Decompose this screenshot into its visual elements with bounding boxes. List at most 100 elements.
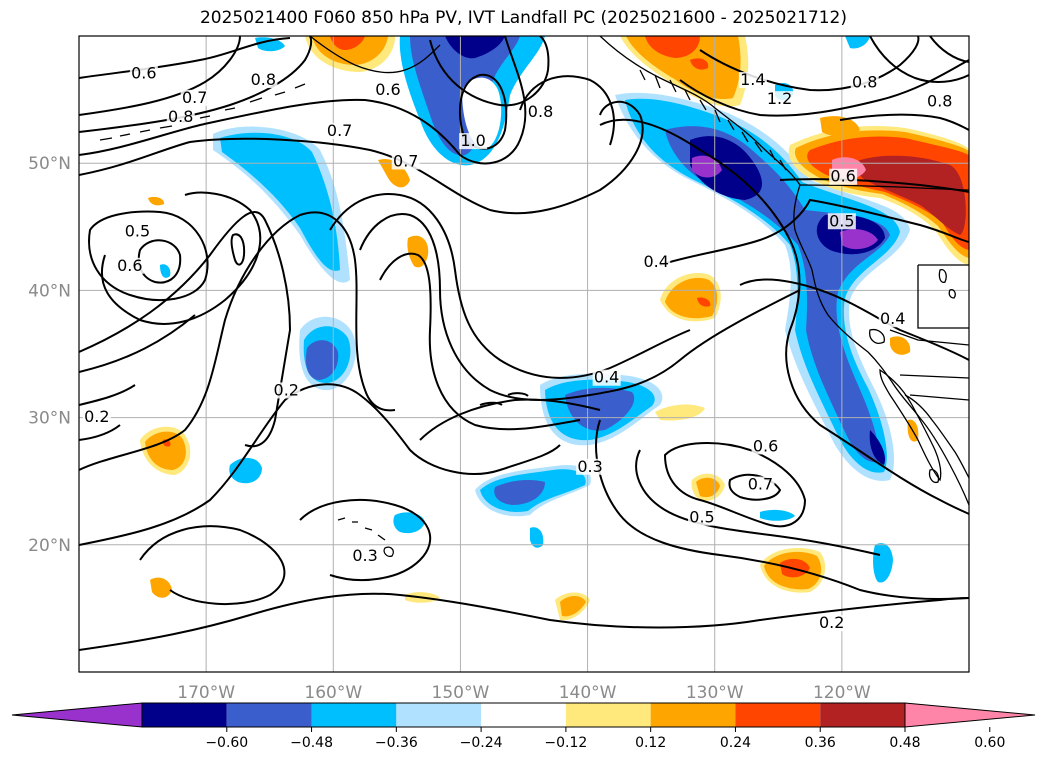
colorbar-swatch <box>226 703 312 727</box>
contour-label-background <box>827 213 856 230</box>
colorbar-swatch <box>735 703 821 727</box>
contour-label-background <box>738 72 767 89</box>
contour-label-background <box>642 253 671 270</box>
contour-label: 0.5 <box>689 508 714 527</box>
contour-label-background <box>391 153 420 170</box>
negative-anomaly-region <box>229 457 262 484</box>
contour-label: 0.2 <box>819 613 844 632</box>
colorbar-swatch <box>311 703 397 727</box>
contour-label-background <box>688 509 716 526</box>
pv-contour-line <box>595 419 969 601</box>
contour-label: 0.6 <box>753 436 778 455</box>
contour-label: 1.4 <box>740 70 765 89</box>
pv-contour-line <box>635 449 881 556</box>
contour-label: 0.6 <box>117 256 142 275</box>
colorbar: −0.60 −0.48 −0.36 −0.24 −0.12 0.12 0.24 0.36 0.4… <box>11 702 1036 751</box>
pv-contour-line <box>100 191 262 325</box>
pv-contour-line <box>299 499 432 581</box>
contour-label: 0.8 <box>927 92 952 111</box>
colorbar-swatch <box>396 703 482 727</box>
contour-label-background <box>325 122 354 139</box>
positive-anomaly-region <box>855 155 966 235</box>
pv-contour-line <box>79 100 644 215</box>
lon-tick-label: 170°W <box>177 683 235 703</box>
contour-label-background <box>829 168 858 185</box>
pv-contour-line <box>419 398 601 441</box>
lon-tick-label: 130°W <box>686 683 744 703</box>
pv-contour-line <box>599 118 969 515</box>
pv-contour-line <box>79 592 969 651</box>
colorbar-extend-min <box>11 702 143 728</box>
graticule <box>79 36 969 672</box>
contour-label: 0.2 <box>84 407 109 426</box>
contour-label-background <box>249 72 278 89</box>
positive-anomaly-region <box>697 297 711 307</box>
pv-contour-line <box>728 473 782 501</box>
pv-contour-line <box>79 36 241 116</box>
contour-label-background <box>765 91 794 108</box>
pv-contour-line <box>659 198 969 266</box>
contour-label-background <box>373 82 402 99</box>
colorbar-swatch <box>565 703 651 727</box>
negative-anomaly-region <box>665 126 890 463</box>
lat-tick-label: 40°N <box>28 281 71 301</box>
contour-label-background <box>592 369 621 386</box>
contour-label: 0.6 <box>830 167 855 186</box>
pv-contour-line <box>79 383 561 546</box>
contour-label-background <box>526 103 555 120</box>
contour-label: 0.8 <box>168 107 193 126</box>
pv-contour-line <box>869 36 969 83</box>
positive-anomaly-region <box>696 477 720 498</box>
colorbar-outline <box>141 702 906 728</box>
pv-contour-line <box>79 36 313 133</box>
contour-label: 0.3 <box>577 457 602 476</box>
contour-label-background <box>925 93 954 110</box>
lon-tick-label: 140°W <box>559 683 617 703</box>
colorbar-tick-label: −0.24 <box>460 735 503 751</box>
contour-label: 0.2 <box>274 380 299 399</box>
colorbar-tick-label: 0.12 <box>635 735 666 751</box>
hawaii-islands <box>337 517 394 558</box>
contour-label: 0.5 <box>125 221 150 240</box>
colorbar-tick-label: 0.60 <box>974 735 1005 751</box>
contour-label-background <box>746 476 775 493</box>
negative-anomaly-region <box>873 543 893 583</box>
lat-tick-label: 20°N <box>28 536 71 556</box>
pv-contour-line <box>379 252 581 431</box>
north-america-coastline <box>599 36 969 506</box>
contour-label: 0.4 <box>594 368 619 387</box>
negative-anomaly-region <box>692 155 878 250</box>
contour-label-background <box>351 547 380 564</box>
contour-label-background <box>459 133 488 150</box>
contour-label: 0.3 <box>352 546 377 565</box>
contour-label: 0.7 <box>327 121 352 140</box>
positive-anomaly-region <box>330 36 365 50</box>
negative-anomaly-region <box>305 340 339 380</box>
lon-tick-label: 120°W <box>813 683 871 703</box>
colorbar-tick-label: −0.36 <box>375 735 418 751</box>
contour-label: 0.7 <box>182 88 207 107</box>
contour-label-background <box>82 409 111 426</box>
negative-anomaly-region <box>494 479 545 505</box>
contour-label: 1.0 <box>460 131 485 150</box>
pv-contour-line <box>139 525 286 605</box>
colorbar-tick-label: 0.24 <box>720 735 751 751</box>
negative-anomaly-region <box>220 132 340 271</box>
pv-contour-line <box>663 442 807 528</box>
pv-contour-line <box>329 193 691 379</box>
positive-anomaly-region <box>665 277 718 319</box>
map-axes: 170°W 160°W 150°W 140°W 130°W 120°W 20°N 30°N 40… <box>28 154 871 703</box>
pv-contours <box>79 36 969 651</box>
pv-contour-line <box>359 213 801 401</box>
pv-contour-line <box>459 73 508 150</box>
contour-label-background <box>576 458 605 475</box>
island-outline <box>869 269 956 484</box>
pv-contour-line <box>839 113 969 131</box>
pv-contour-line <box>79 384 136 441</box>
positive-anomaly-region <box>145 431 186 470</box>
positive-anomaly-region <box>645 36 709 70</box>
pv-contour-line <box>479 392 529 406</box>
plot-title: 2025021400 F060 850 hPa PV, IVT Landfall… <box>199 8 847 28</box>
positive-anomaly-region <box>655 404 705 421</box>
